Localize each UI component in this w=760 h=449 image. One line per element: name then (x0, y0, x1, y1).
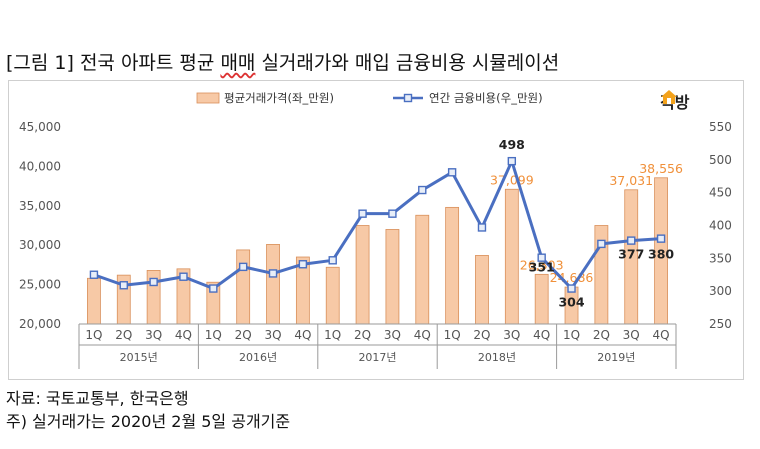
x-tick-label: 1Q (563, 328, 580, 342)
finance-cost-point (149, 277, 158, 287)
year-label: 2015년 (120, 351, 158, 364)
x-tick-label: 4Q (175, 328, 192, 342)
finance-cost-point (597, 239, 606, 249)
x-tick-label: 4Q (653, 328, 670, 342)
finance-cost-point (119, 281, 128, 290)
y-left-tick-label: 20,000 (19, 317, 61, 331)
cost-data-label: 351 (529, 260, 555, 275)
finance-cost-point (447, 168, 457, 177)
x-tick-label: 1Q (85, 328, 102, 342)
price-data-label: 37,031 (609, 173, 653, 188)
x-tick-label: 3Q (503, 328, 520, 342)
y-right-tick-label: 350 (709, 251, 732, 265)
x-tick-label: 1Q (444, 328, 461, 342)
price-bar (325, 266, 340, 325)
year-label: 2016년 (239, 351, 277, 364)
x-tick-label: 1Q (205, 328, 222, 342)
price-bar (236, 249, 251, 325)
price-bar (415, 214, 430, 325)
finance-cost-point (298, 260, 308, 269)
finance-cost-point (567, 284, 576, 293)
finance-cost-point (537, 253, 546, 262)
finance-cost-point (238, 262, 248, 272)
finance-cost-point (507, 156, 517, 166)
x-tick-label: 3Q (145, 328, 162, 342)
cost-data-label: 304 (558, 295, 584, 310)
finance-cost-point (268, 269, 278, 278)
finance-cost-point (89, 270, 99, 279)
y-right-tick-label: 250 (709, 317, 732, 331)
y-right-tick-label: 300 (709, 284, 732, 298)
finance-cost-point (477, 223, 487, 232)
house-logo-icon (661, 90, 677, 104)
finance-cost-point (418, 185, 427, 195)
brand-logo: 직방 (660, 89, 689, 113)
y-left-tick-label: 25,000 (19, 278, 61, 292)
x-tick-label: 3Q (623, 328, 640, 342)
x-tick-label: 4Q (533, 328, 550, 342)
finance-cost-point (209, 284, 218, 293)
year-label: 2018년 (478, 351, 516, 364)
price-bar (475, 255, 489, 325)
price-bar (266, 244, 280, 325)
x-tick-label: 2Q (593, 328, 610, 342)
cost-data-label: 377 (618, 247, 644, 262)
x-tick-label: 4Q (294, 328, 311, 342)
legend-line-marker (403, 93, 413, 103)
price-bar (355, 225, 370, 325)
y-right-tick-label: 500 (709, 153, 732, 167)
y-left-tick-label: 35,000 (19, 199, 61, 213)
y-left-tick-label: 40,000 (19, 159, 61, 173)
x-tick-label: 3Q (384, 328, 401, 342)
legend-bar-label: 평균거래가격(좌_만원) (224, 91, 334, 105)
title-prefix: [그림 1] 전국 아파트 평균 (6, 52, 221, 74)
finance-cost-line (93, 159, 662, 291)
cost-data-label: 380 (648, 247, 674, 262)
price-bar (534, 273, 549, 325)
price-data-label: 38,556 (639, 161, 683, 176)
finance-cost-point (656, 234, 666, 243)
finance-cost-point (627, 236, 636, 245)
x-tick-label: 2Q (354, 328, 371, 342)
y-left-tick-label: 30,000 (19, 238, 61, 252)
finance-cost-point (179, 272, 188, 281)
figure-title: [그림 1] 전국 아파트 평균 매매 실거래가와 매입 금융비용 시뮬레이션 (6, 48, 559, 75)
price-bar (504, 188, 519, 325)
x-tick-label: 2Q (473, 328, 490, 342)
x-tick-label: 2Q (115, 328, 132, 342)
finance-cost-point (388, 209, 397, 218)
x-tick-label: 1Q (324, 328, 341, 342)
y-right-tick-label: 550 (709, 120, 732, 134)
x-tick-label: 4Q (414, 328, 431, 342)
legend-bar-swatch (196, 92, 220, 104)
title-underlined-word: 매매 (220, 52, 256, 74)
price-data-label: 37,099 (490, 172, 534, 187)
price-bar (87, 277, 101, 325)
price-bar (445, 206, 460, 325)
year-label: 2019년 (597, 351, 635, 364)
title-suffix: 실거래가와 매입 금융비용 시뮬레이션 (255, 52, 560, 74)
y-right-tick-label: 450 (709, 186, 732, 200)
finance-cost-point (358, 209, 367, 218)
price-bar (385, 229, 400, 325)
year-label: 2017년 (358, 351, 396, 364)
finance-cost-point (328, 256, 337, 265)
y-right-tick-label: 400 (709, 219, 732, 233)
x-tick-label: 2Q (235, 328, 252, 342)
footnote: 주) 실거래가는 2020년 2월 5일 공개기준 (6, 412, 291, 431)
source-note: 자료: 국토교통부, 한국은행 (6, 389, 189, 408)
chart-svg: 20,000 25,000 30,000 35,000 40,000 45,000 250 3… (19, 91, 732, 369)
chart-frame: 20,000 25,000 30,000 35,000 40,000 45,000 250 3… (8, 80, 744, 380)
x-tick-label: 3Q (264, 328, 281, 342)
y-left-tick-label: 45,000 (19, 120, 61, 134)
legend-line-label: 연간 금융비용(우_만원) (429, 91, 543, 105)
cost-data-label: 498 (499, 137, 525, 152)
